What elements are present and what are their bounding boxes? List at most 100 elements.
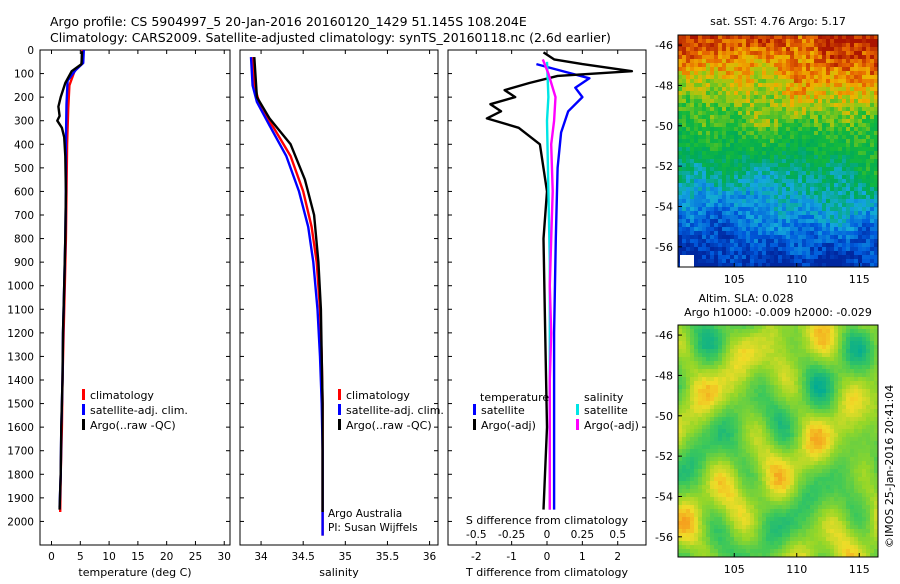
- heatmap-cell: [846, 47, 850, 51]
- heatmap-cell: [834, 357, 838, 361]
- heatmap-cell: [762, 441, 766, 445]
- heatmap-cell: [686, 251, 690, 255]
- heatmap-cell: [750, 357, 754, 361]
- series-line-climatology: [253, 57, 323, 535]
- heatmap-cell: [790, 39, 794, 43]
- heatmap-cell: [734, 191, 738, 195]
- heatmap-cell: [854, 51, 858, 55]
- heatmap-cell: [774, 361, 778, 365]
- heatmap-cell: [790, 111, 794, 115]
- heatmap-cell: [766, 179, 770, 183]
- heatmap-cell: [806, 365, 810, 369]
- heatmap-cell: [842, 425, 846, 429]
- heatmap-cell: [842, 147, 846, 151]
- heatmap-cell: [842, 441, 846, 445]
- heatmap-cell: [734, 139, 738, 143]
- heatmap-cell: [762, 203, 766, 207]
- heatmap-cell: [750, 421, 754, 425]
- heatmap-cell: [774, 195, 778, 199]
- heatmap-cell: [726, 111, 730, 115]
- heatmap-cell: [710, 215, 714, 219]
- heatmap-cell: [858, 67, 862, 71]
- heatmap-cell: [766, 469, 770, 473]
- heatmap-cell: [802, 79, 806, 83]
- heatmap-cell: [738, 207, 742, 211]
- heatmap-cell: [850, 457, 854, 461]
- heatmap-cell: [806, 163, 810, 167]
- heatmap-cell: [802, 409, 806, 413]
- heatmap-cell: [790, 441, 794, 445]
- heatmap-cell: [742, 247, 746, 251]
- heatmap-cell: [714, 345, 718, 349]
- heatmap-cell: [750, 425, 754, 429]
- heatmap-cell: [786, 255, 790, 259]
- heatmap-cell: [714, 183, 718, 187]
- heatmap-cell: [734, 211, 738, 215]
- heatmap-cell: [690, 155, 694, 159]
- heatmap-cell: [706, 377, 710, 381]
- heatmap-cell: [806, 123, 810, 127]
- heatmap-cell: [826, 199, 830, 203]
- heatmap-cell: [770, 159, 774, 163]
- heatmap-cell: [834, 425, 838, 429]
- heatmap-cell: [750, 251, 754, 255]
- heatmap-cell: [730, 337, 734, 341]
- heatmap-cell: [870, 207, 874, 211]
- heatmap-cell: [750, 35, 754, 39]
- heatmap-cell: [786, 139, 790, 143]
- heatmap-cell: [678, 227, 682, 231]
- heatmap-cell: [710, 199, 714, 203]
- heatmap-cell: [746, 143, 750, 147]
- heatmap-cell: [802, 215, 806, 219]
- heatmap-cell: [766, 203, 770, 207]
- heatmap-cell: [786, 171, 790, 175]
- heatmap-cell: [702, 183, 706, 187]
- heatmap-cell: [814, 191, 818, 195]
- heatmap-cell: [714, 123, 718, 127]
- heatmap-cell: [854, 191, 858, 195]
- heatmap-cell: [810, 59, 814, 63]
- heatmap-cell: [722, 167, 726, 171]
- heatmap-cell: [750, 119, 754, 123]
- heatmap-cell: [866, 243, 870, 247]
- heatmap-cell: [866, 361, 870, 365]
- heatmap-cell: [718, 437, 722, 441]
- heatmap-cell: [702, 43, 706, 47]
- heatmap-cell: [702, 465, 706, 469]
- heatmap-cell: [774, 107, 778, 111]
- heatmap-cell: [826, 385, 830, 389]
- heatmap-cell: [866, 325, 870, 329]
- heatmap-cell: [774, 433, 778, 437]
- heatmap-cell: [838, 187, 842, 191]
- heatmap-cell: [766, 405, 770, 409]
- heatmap-cell: [722, 179, 726, 183]
- heatmap-cell: [690, 361, 694, 365]
- heatmap-cell: [822, 151, 826, 155]
- heatmap-cell: [714, 175, 718, 179]
- heatmap-cell: [774, 429, 778, 433]
- heatmap-cell: [862, 369, 866, 373]
- heatmap-cell: [782, 71, 786, 75]
- heatmap-cell: [730, 255, 734, 259]
- heatmap-cell: [686, 227, 690, 231]
- heatmap-cell: [830, 87, 834, 91]
- heatmap-cell: [718, 143, 722, 147]
- heatmap-cell: [842, 39, 846, 43]
- heatmap-cell: [710, 425, 714, 429]
- heatmap-cell: [798, 139, 802, 143]
- heatmap-cell: [754, 457, 758, 461]
- heatmap-cell: [694, 235, 698, 239]
- heatmap-cell: [850, 163, 854, 167]
- heatmap-cell: [842, 151, 846, 155]
- heatmap-cell: [730, 95, 734, 99]
- heatmap-cell: [790, 147, 794, 151]
- heatmap-cell: [678, 401, 682, 405]
- heatmap-cell: [858, 163, 862, 167]
- heatmap-cell: [794, 79, 798, 83]
- heatmap-cell: [754, 329, 758, 333]
- heatmap-cell: [818, 171, 822, 175]
- heatmap-cell: [782, 131, 786, 135]
- heatmap-cell: [822, 425, 826, 429]
- heatmap-cell: [810, 259, 814, 263]
- heatmap-cell: [718, 227, 722, 231]
